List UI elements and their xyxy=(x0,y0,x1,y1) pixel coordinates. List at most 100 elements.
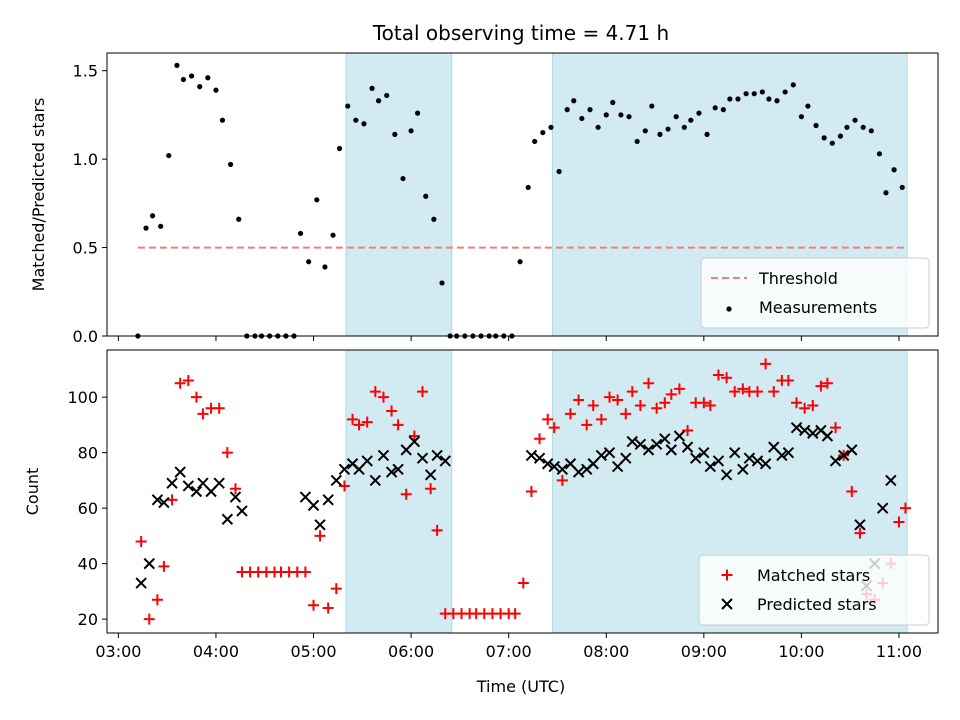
predicted-star-point xyxy=(431,449,443,462)
predicted-star-point xyxy=(236,505,248,517)
measurement-point xyxy=(361,121,367,127)
measurement-point xyxy=(883,190,889,196)
axes-frame xyxy=(106,349,939,634)
matched-star-point xyxy=(821,377,833,389)
matched-star-point xyxy=(174,377,186,389)
matched-star-point xyxy=(377,391,389,403)
measurement-point xyxy=(751,91,757,97)
measurement-point xyxy=(868,128,874,134)
matched-star-point xyxy=(612,394,624,406)
predicted-star-point xyxy=(689,452,702,464)
measurement-point xyxy=(891,167,897,173)
x-tick-label: 05:00 xyxy=(290,642,336,661)
matched-star-point xyxy=(665,388,677,400)
legend: Matched stars Predicted stars xyxy=(698,554,930,626)
matched-star-point xyxy=(151,594,163,606)
y-tick-label: 1.0 xyxy=(73,150,98,169)
matched-star-point xyxy=(408,430,420,442)
matched-star-point xyxy=(400,488,412,500)
predicted-star-point xyxy=(572,466,585,478)
predicted-star-point xyxy=(673,430,686,442)
predicted-star-point xyxy=(729,446,741,459)
measurement-point xyxy=(314,197,320,203)
y-tick-label: 0.0 xyxy=(73,327,98,346)
matched-star-point xyxy=(143,613,155,625)
matched-star-point xyxy=(556,474,568,486)
matched-star-point xyxy=(659,397,671,409)
predicted-star-point xyxy=(213,477,225,489)
predicted-star-point xyxy=(665,444,678,456)
measurement-point xyxy=(369,85,375,91)
matched-star-point xyxy=(815,380,827,392)
predicted-star-point xyxy=(650,438,663,451)
predicted-star-point xyxy=(626,435,638,448)
measurement-point xyxy=(688,117,694,123)
matched-star-point xyxy=(525,486,537,497)
predicted-star-point xyxy=(634,438,647,451)
legend-predicted-swatch xyxy=(721,598,733,610)
measurement-point xyxy=(696,110,702,116)
predicted-star-point xyxy=(704,460,717,473)
matched-star-point xyxy=(564,408,576,420)
predicted-star-point xyxy=(712,455,725,467)
measurement-point xyxy=(571,98,577,104)
measurement-point xyxy=(704,131,710,137)
measurement-point xyxy=(876,151,883,157)
matched-star-point xyxy=(791,397,803,409)
predicted-star-point xyxy=(751,455,764,467)
matched-star-point xyxy=(899,502,911,514)
predicted-star-point xyxy=(737,463,749,476)
legend-box xyxy=(700,257,930,329)
matched-star-point xyxy=(634,399,646,411)
measurement-point xyxy=(415,110,421,116)
matched-star-point xyxy=(353,419,365,431)
measurement-point xyxy=(236,216,242,222)
y-tick-label: 1.5 xyxy=(73,62,98,81)
predicted-star-point xyxy=(821,430,834,442)
predicted-star-point xyxy=(392,463,404,476)
matched-star-point xyxy=(229,483,241,495)
measurement-point xyxy=(517,259,523,265)
measurement-point xyxy=(322,264,328,270)
legend-matched-swatch xyxy=(721,569,733,581)
predicted-star-point xyxy=(158,496,170,509)
measurement-point xyxy=(345,103,351,109)
matched-star-point xyxy=(548,422,560,434)
y-tick-label: 40 xyxy=(78,555,98,574)
predicted-star-point xyxy=(798,424,811,437)
matched-star-point xyxy=(760,358,772,370)
measurement-point xyxy=(205,75,211,81)
measurement-point xyxy=(860,124,866,130)
measurement-point xyxy=(844,124,850,130)
measurement-point xyxy=(219,117,226,123)
measurement-point xyxy=(813,122,819,129)
predicted-star-point xyxy=(229,491,242,503)
matched-star-point xyxy=(673,383,685,395)
ratio-panel: 0.0 0.5 1.0 1.5 Matched/Predicted stars Thres… xyxy=(29,52,939,346)
matched-star-point xyxy=(158,560,170,572)
matched-star-point xyxy=(854,527,866,539)
matched-star-point xyxy=(581,419,593,431)
matched-star-point xyxy=(846,486,858,497)
predicted-star-point xyxy=(166,477,178,489)
measurement-point xyxy=(330,232,336,238)
predicted-star-point xyxy=(221,513,234,525)
matched-star-point xyxy=(768,386,780,398)
predicted-star-point xyxy=(385,466,398,478)
measurement-point xyxy=(829,140,835,146)
predicted-star-point xyxy=(556,463,569,476)
y-axis-label: Count xyxy=(23,468,42,516)
matched-star-point xyxy=(712,369,724,381)
measurement-point xyxy=(525,184,531,191)
measurement-point xyxy=(439,280,445,286)
predicted-star-point xyxy=(424,469,437,481)
matched-star-point xyxy=(221,447,233,459)
matched-star-point xyxy=(299,566,311,578)
legend-box xyxy=(698,554,930,626)
measurement-point xyxy=(400,175,406,182)
predicted-star-point xyxy=(408,435,421,448)
predicted-star-point xyxy=(143,557,155,570)
predicted-star-point xyxy=(776,449,788,462)
measurement-point xyxy=(353,117,359,123)
matched-star-point xyxy=(698,397,710,409)
